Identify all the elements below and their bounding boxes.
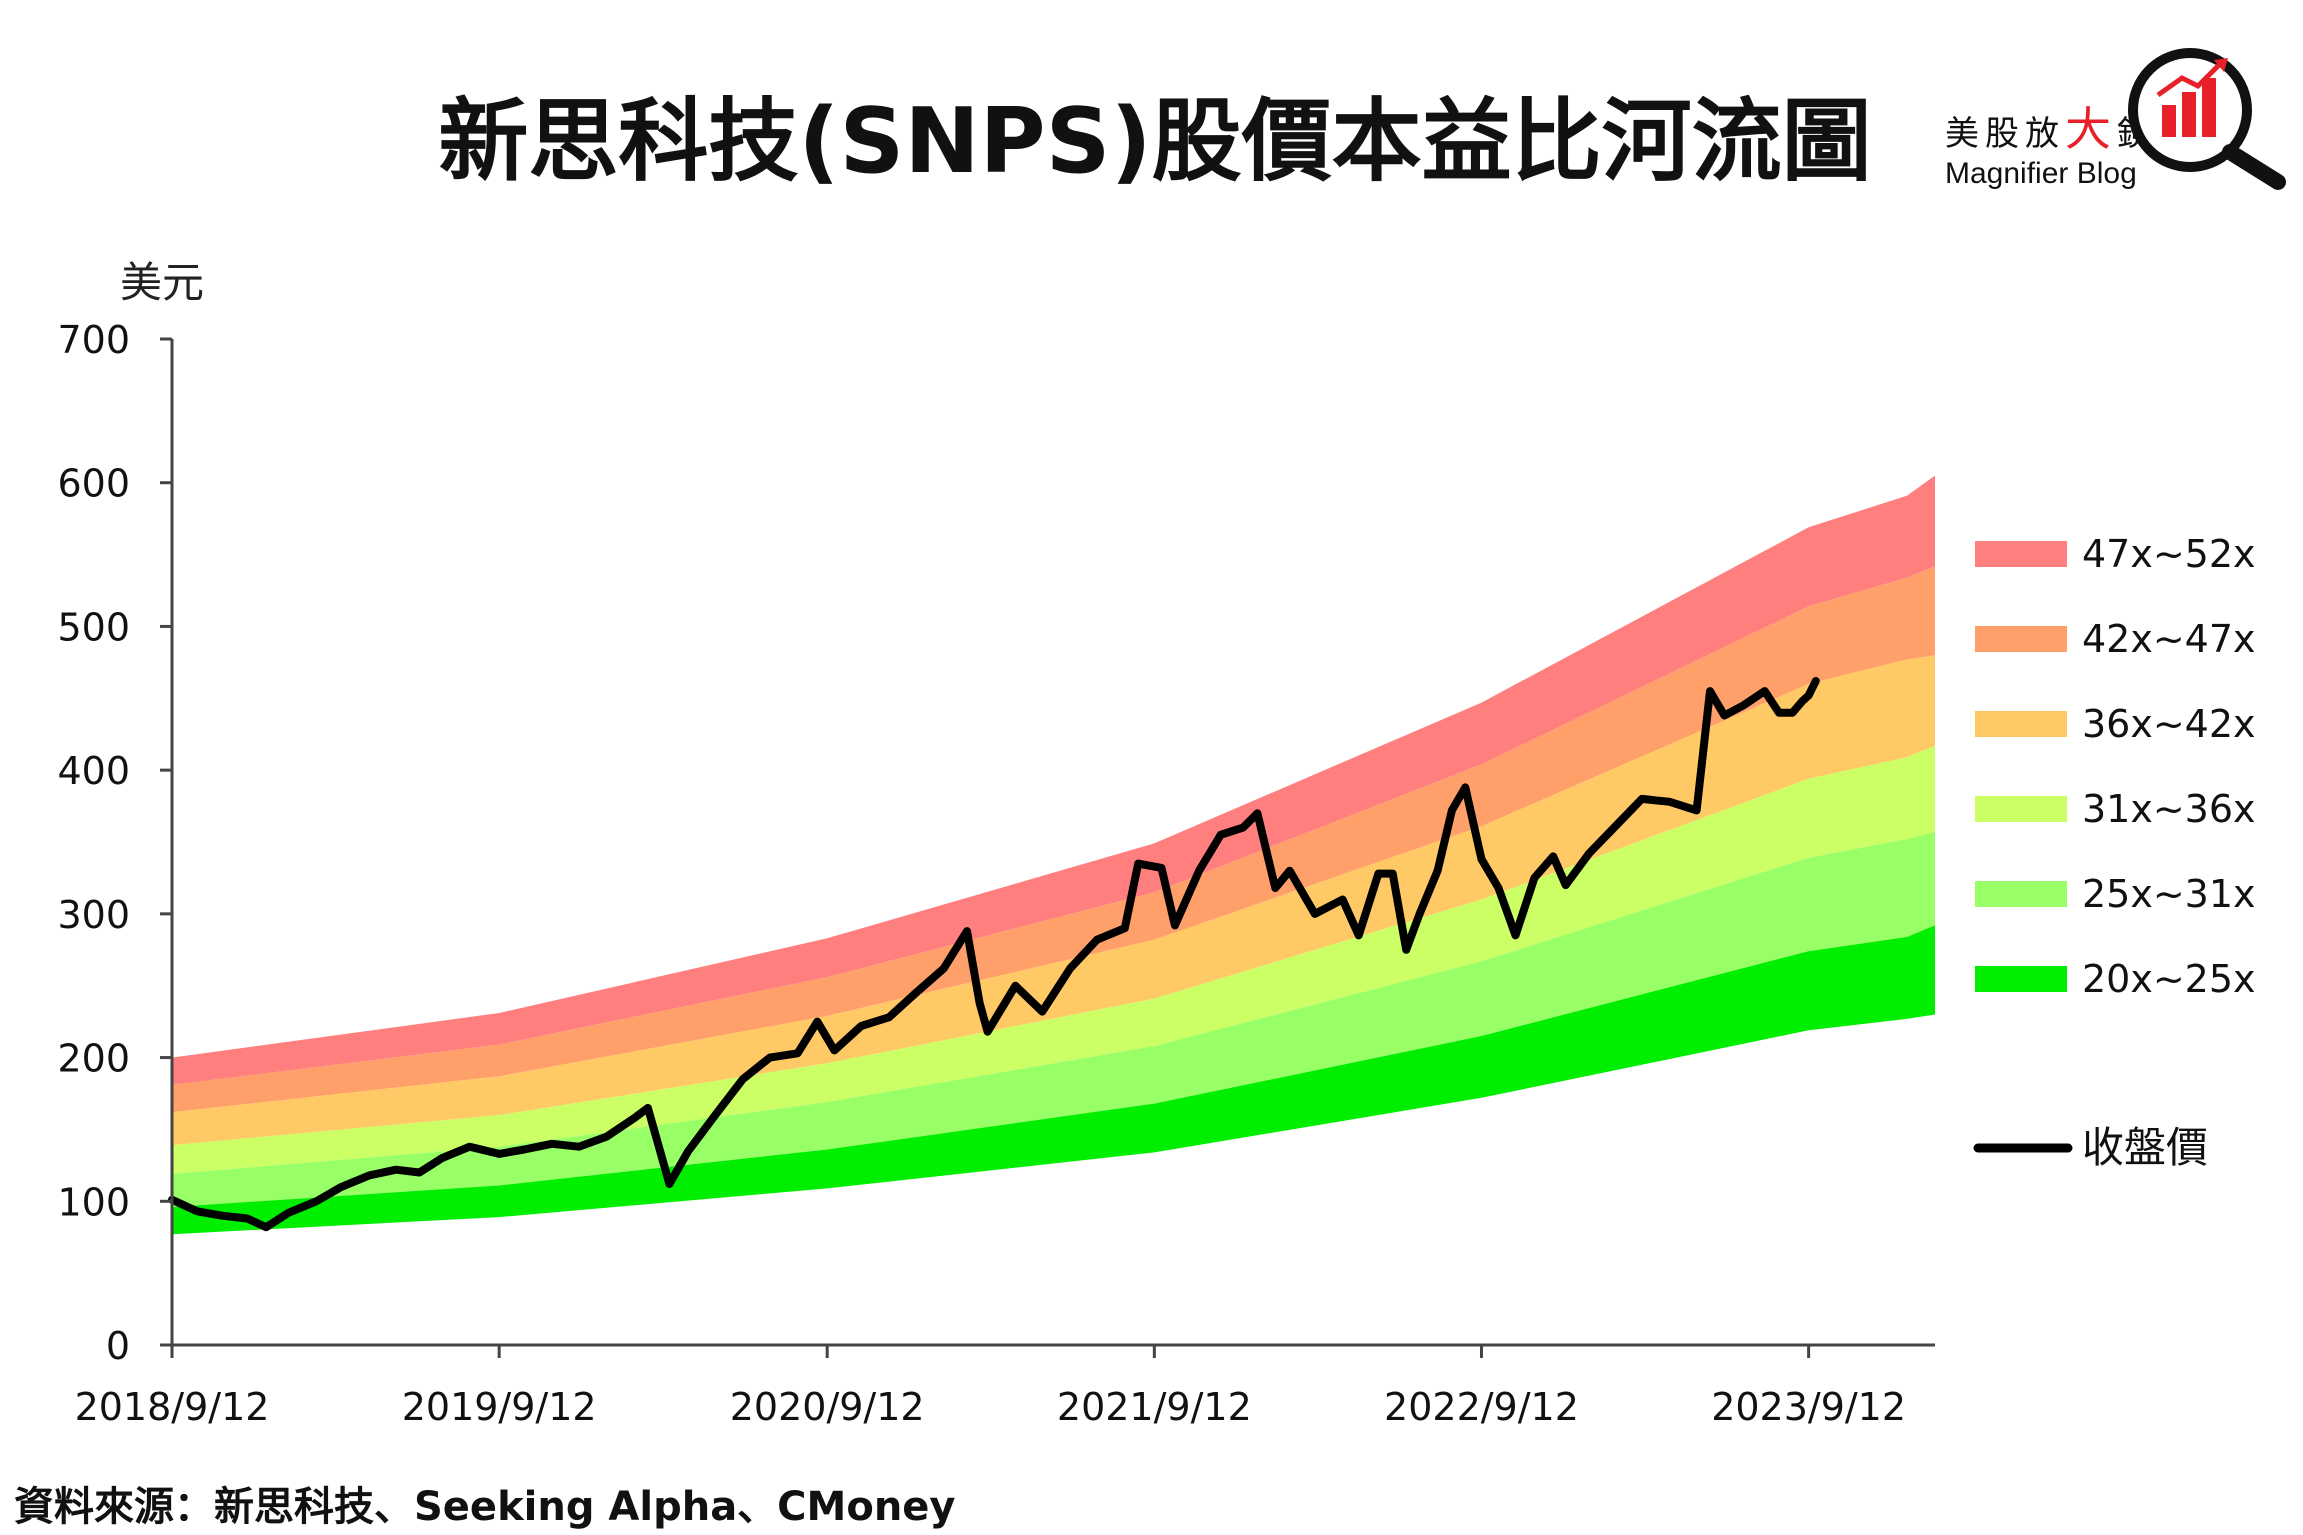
river-bands: [172, 475, 1935, 1235]
band-25x-31x: [172, 831, 1935, 1207]
x-tick-label: 2023/9/12: [1711, 1385, 1906, 1429]
source-note: 資料來源：新思科技、Seeking Alpha、CMoney: [14, 1484, 956, 1530]
band-31x-36x: [172, 745, 1935, 1174]
x-tick-label: 2019/9/12: [402, 1385, 597, 1429]
legend-label: 42x~47x: [2082, 617, 2256, 661]
y-tick-label: 0: [106, 1324, 130, 1368]
brand-name-cn: 美股放大鏡: [1945, 102, 2157, 156]
legend-swatch: [1975, 881, 2067, 907]
closing-price-line: [168, 677, 1820, 1232]
legend-swatch: [1975, 966, 2067, 992]
y-tick-label: 700: [57, 318, 130, 362]
legend-swatch: [1975, 541, 2067, 567]
y-tick-label: 400: [57, 749, 130, 793]
legend-swatch: [1975, 626, 2067, 652]
y-axis-label: 美元: [120, 258, 204, 307]
y-tick-label: 600: [57, 462, 130, 506]
x-ticks: 2018/9/12 2019/9/12 2020/9/12 2021/9/12 2022…: [75, 1345, 1906, 1429]
y-tick-label: 500: [57, 605, 130, 649]
x-tick-label: 2021/9/12: [1057, 1385, 1252, 1429]
legend-label: 收盤價: [2082, 1123, 2208, 1172]
x-tick-label: 2022/9/12: [1384, 1385, 1579, 1429]
y-tick-label: 200: [57, 1037, 130, 1081]
band-20x-25x: [172, 925, 1935, 1235]
y-tick-label: 300: [57, 893, 130, 937]
legend-label: 47x~52x: [2082, 532, 2256, 576]
legend-swatch: [1975, 711, 2067, 737]
legend: 47x~52x 42x~47x 36x~42x 31x~36x 25x~31x 20x~2…: [1973, 532, 2256, 1172]
legend-swatch: [1975, 796, 2067, 822]
magnifier-bar-chart-icon: [2128, 48, 2286, 190]
brand-name-cn-accent: 大: [2065, 102, 2117, 156]
x-tick-label: 2018/9/12: [75, 1385, 270, 1429]
price-line: [168, 677, 1820, 1232]
brand-name-en: Magnifier Blog: [1945, 157, 2137, 190]
legend-label: 31x~36x: [2082, 787, 2256, 831]
y-ticks: 0 100 200 300 400 500 600 700: [57, 318, 172, 1368]
brand-logo: 美股放大鏡 Magnifier Blog: [1945, 48, 2286, 190]
band-36x-42x: [172, 655, 1935, 1146]
y-tick-label: 100: [57, 1180, 130, 1224]
chart-title: 新思科技(SNPS)股價本益比河流圖: [438, 89, 1871, 194]
legend-label: 25x~31x: [2082, 872, 2256, 916]
brand-name-cn-prefix: 美股放: [1945, 114, 2065, 154]
legend-label: 20x~25x: [2082, 957, 2256, 1001]
x-tick-label: 2020/9/12: [730, 1385, 925, 1429]
legend-label: 36x~42x: [2082, 702, 2256, 746]
